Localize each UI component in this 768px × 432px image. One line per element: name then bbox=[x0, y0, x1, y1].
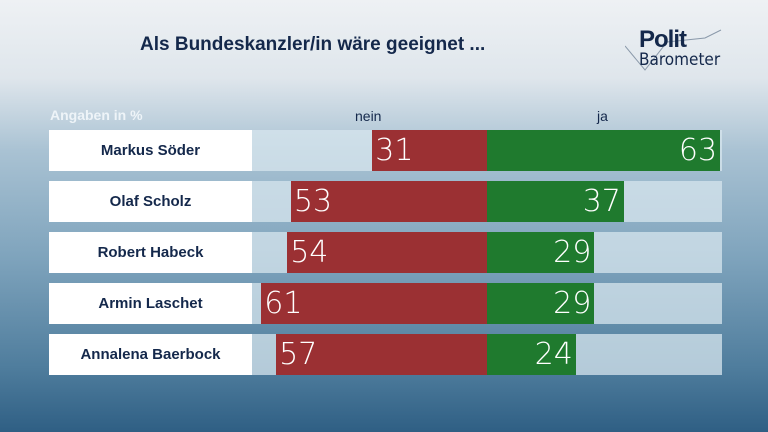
bar-ja: 24 bbox=[487, 334, 576, 375]
chart-title: Als Bundeskanzler/in wäre geeignet ... bbox=[140, 34, 486, 55]
bar-nein: 54 bbox=[287, 232, 487, 273]
unit-label: Angaben in % bbox=[50, 107, 143, 123]
bar-ja: 37 bbox=[487, 181, 624, 222]
bar-nein: 31 bbox=[372, 130, 487, 171]
candidate-name: Olaf Scholz bbox=[49, 181, 252, 222]
check-mark-icon bbox=[625, 29, 722, 71]
candidate-name: Robert Habeck bbox=[49, 232, 252, 273]
bar-ja: 63 bbox=[487, 130, 721, 171]
bar-ja: 29 bbox=[487, 283, 595, 324]
legend-nein: nein bbox=[355, 108, 382, 124]
candidate-name: Annalena Baerbock bbox=[49, 334, 252, 375]
bar-nein: 61 bbox=[261, 283, 487, 324]
table-row: Markus Söder 31 63 bbox=[49, 130, 722, 171]
table-row: Robert Habeck 54 29 bbox=[49, 232, 722, 273]
table-row: Annalena Baerbock 57 24 bbox=[49, 334, 722, 375]
bar-nein: 57 bbox=[276, 334, 487, 375]
legend-ja: ja bbox=[597, 108, 608, 124]
bar-nein: 53 bbox=[290, 181, 487, 222]
bar-ja: 29 bbox=[487, 232, 595, 273]
table-row: Armin Laschet 61 29 bbox=[49, 283, 722, 324]
candidate-name: Armin Laschet bbox=[49, 283, 252, 324]
logo-line2: Barometer bbox=[639, 50, 721, 70]
candidate-name: Markus Söder bbox=[49, 130, 252, 171]
logo-line1: Polit bbox=[639, 26, 687, 53]
table-row: Olaf Scholz 53 37 bbox=[49, 181, 722, 222]
